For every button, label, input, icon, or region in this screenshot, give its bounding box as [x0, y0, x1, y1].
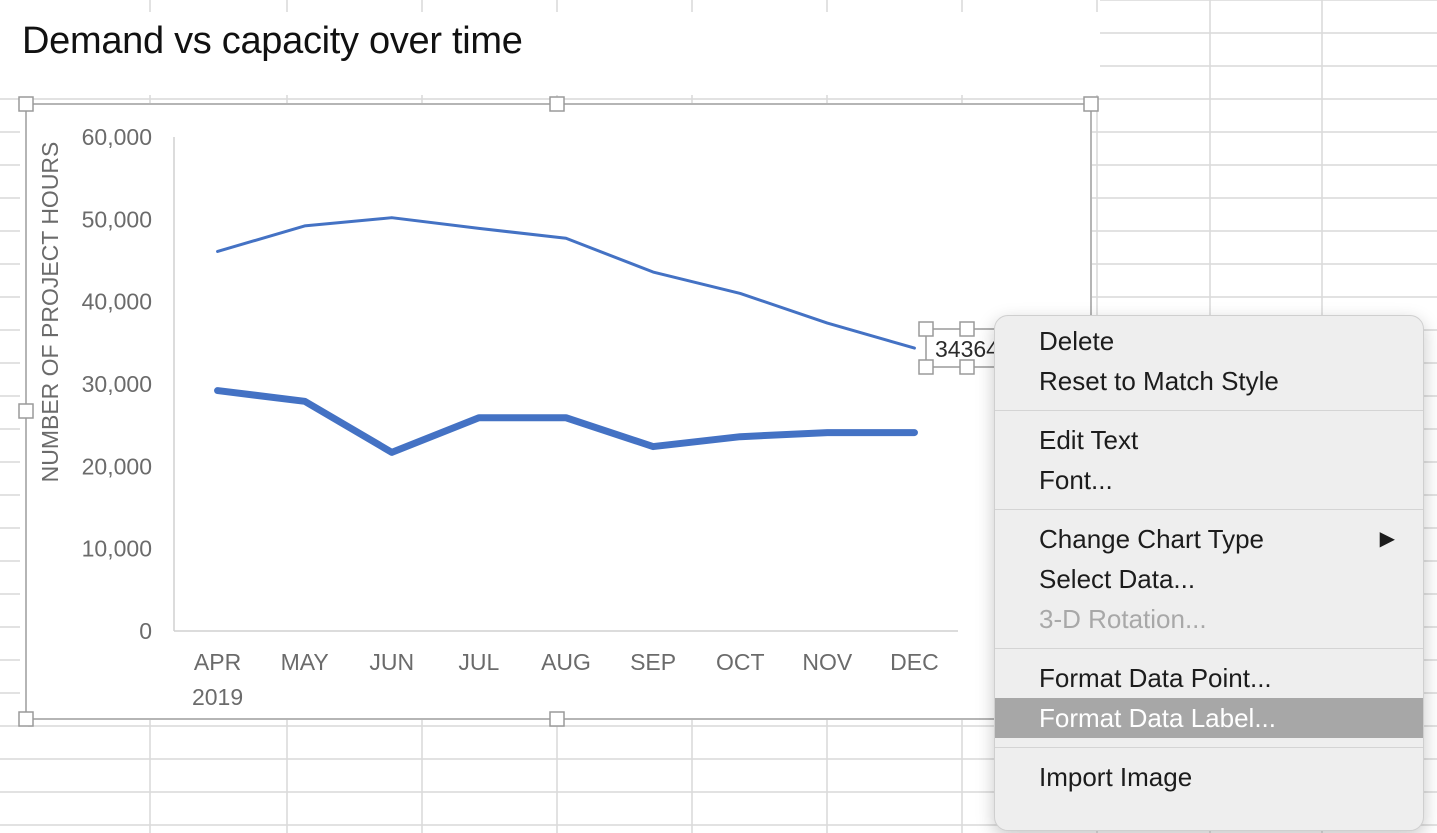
- menu-item-label: Edit Text: [1039, 425, 1139, 455]
- x-tick-label: APR: [194, 649, 241, 675]
- y-tick-label: 60,000: [82, 124, 152, 150]
- chart-resize-handle[interactable]: [1083, 96, 1099, 112]
- menu-separator: [995, 509, 1423, 510]
- menu-separator: [995, 648, 1423, 649]
- x-tick-label: OCT: [716, 649, 765, 675]
- menu-item-import-image[interactable]: Import Image: [995, 757, 1423, 797]
- data-label-resize-handle[interactable]: [959, 359, 975, 375]
- chart-resize-handle[interactable]: [18, 96, 34, 112]
- chart-resize-handle[interactable]: [18, 711, 34, 727]
- menu-item-label: Format Data Point...: [1039, 663, 1272, 693]
- menu-item-delete[interactable]: Delete: [995, 321, 1423, 361]
- y-tick-label: 0: [139, 618, 152, 644]
- menu-separator: [995, 747, 1423, 748]
- selected-data-label[interactable]: 34364: [935, 336, 999, 362]
- menu-item-format-data-label[interactable]: Format Data Label...: [995, 698, 1423, 738]
- menu-item-reset-to-match-style[interactable]: Reset to Match Style: [995, 361, 1423, 401]
- y-tick-label: 50,000: [82, 206, 152, 232]
- chart-resize-handle[interactable]: [549, 96, 565, 112]
- menu-item-label: Import Image: [1039, 762, 1193, 792]
- menu-item-label: 3-D Rotation...: [1039, 604, 1207, 634]
- sheet-title: Demand vs capacity over time: [22, 20, 523, 62]
- chart-resize-handle[interactable]: [18, 403, 34, 419]
- x-tick-label: NOV: [802, 649, 853, 675]
- y-tick-label: 20,000: [82, 453, 152, 479]
- submenu-arrow-icon: ▶: [1379, 528, 1395, 550]
- menu-item-select-data[interactable]: Select Data...: [995, 559, 1423, 599]
- data-label-resize-handle[interactable]: [959, 321, 975, 337]
- y-tick-label: 40,000: [82, 289, 152, 315]
- y-axis-title: NUMBER OF PROJECT HOURS: [37, 142, 63, 483]
- menu-section: Format Data Point... Format Data Label...: [995, 653, 1423, 743]
- x-tick-label: MAY: [281, 649, 329, 675]
- x-tick-label: JUL: [458, 649, 499, 675]
- series-line-thick[interactable]: [214, 387, 918, 456]
- menu-item-label: Font...: [1039, 465, 1113, 495]
- x-tick-label: DEC: [890, 649, 939, 675]
- chart-frame[interactable]: [25, 103, 1092, 720]
- data-label-resize-handle[interactable]: [918, 359, 934, 375]
- context-menu: Delete Reset to Match Style Edit Text Font.…: [994, 315, 1424, 831]
- menu-section: Edit Text Font...: [995, 415, 1423, 505]
- menu-item-font[interactable]: Font...: [995, 460, 1423, 500]
- x-tick-label: AUG: [541, 649, 591, 675]
- x-tick-label: JUN: [369, 649, 414, 675]
- menu-section: Delete Reset to Match Style: [995, 316, 1423, 406]
- menu-separator: [995, 410, 1423, 411]
- menu-item-change-chart-type[interactable]: Change Chart Type ▶: [995, 519, 1423, 559]
- menu-section: Import Image: [995, 752, 1423, 802]
- x-tick-label: SEP: [630, 649, 676, 675]
- menu-item-label: Select Data...: [1039, 564, 1196, 594]
- x-year-label: 2019: [192, 684, 243, 710]
- y-tick-label: 10,000: [82, 536, 152, 562]
- data-label-resize-handle[interactable]: [918, 321, 934, 337]
- menu-item-edit-text[interactable]: Edit Text: [995, 420, 1423, 460]
- menu-section: Change Chart Type ▶ Select Data... 3-D Rota…: [995, 514, 1423, 644]
- menu-item-label: Reset to Match Style: [1039, 366, 1279, 396]
- y-tick-label: 30,000: [82, 371, 152, 397]
- menu-item-format-data-point[interactable]: Format Data Point...: [995, 658, 1423, 698]
- menu-item-label: Delete: [1039, 326, 1115, 356]
- chart-resize-handle[interactable]: [549, 711, 565, 727]
- menu-item-label: Change Chart Type: [1039, 524, 1264, 554]
- series-line-thin[interactable]: [216, 216, 916, 350]
- menu-item-3-d-rotation: 3-D Rotation...: [995, 599, 1423, 639]
- menu-item-label: Format Data Label...: [1039, 703, 1276, 733]
